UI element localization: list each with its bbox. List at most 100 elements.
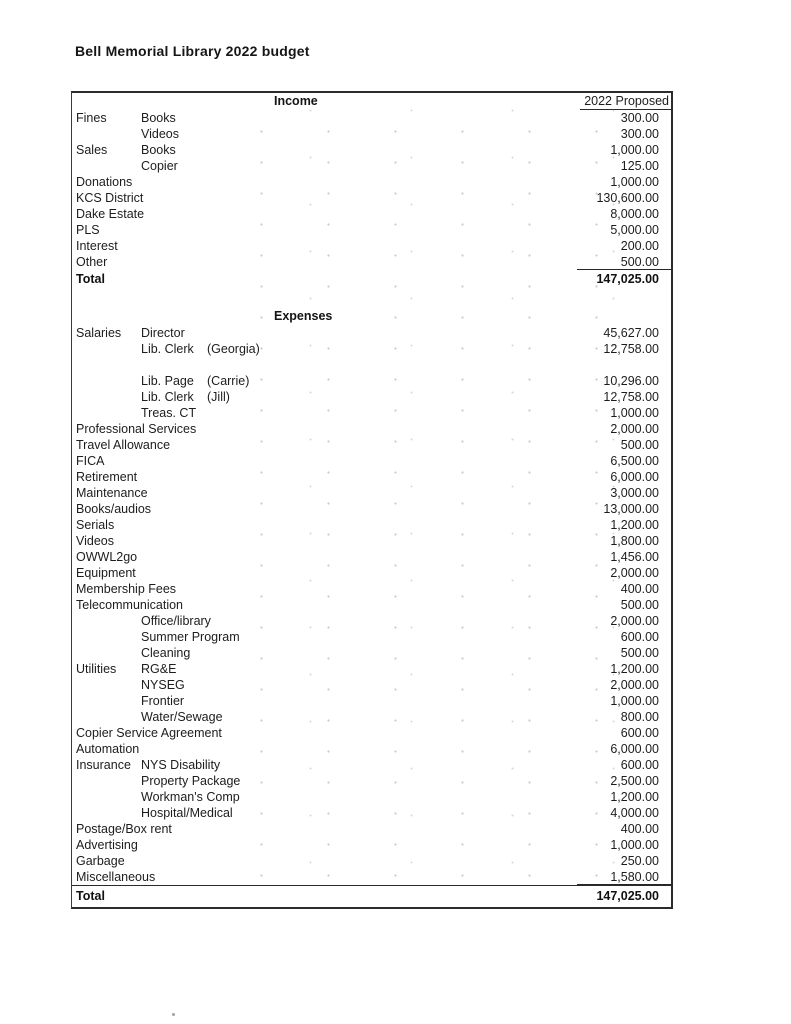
table-row: Utilities RG&E 1,200.00 — [72, 661, 671, 677]
section-gap — [72, 290, 671, 308]
table-row: Insurance NYS Disability 600.00 — [72, 757, 671, 773]
item-cell: Director — [141, 326, 185, 340]
amount-cell: 1,800.00 — [610, 534, 659, 548]
category-cell: Miscellaneous — [76, 870, 156, 884]
table-row: Advertising 1,000.00 — [72, 837, 671, 853]
item-cell: Hospital/Medical — [141, 806, 233, 820]
item-cell — [151, 501, 217, 517]
amount-cell: 125.00 — [620, 159, 659, 173]
detail-cell: (Georgia) — [207, 342, 260, 356]
table-row: Equipment 2,000.00 — [72, 565, 671, 581]
item-cell — [141, 517, 207, 533]
category-cell: Garbage — [76, 854, 125, 868]
amount-cell: 1,000.00 — [610, 838, 659, 852]
item-cell: Books — [141, 111, 176, 125]
item-cell: Summer Program — [141, 630, 240, 644]
item-cell: Cleaning — [141, 646, 191, 660]
category-cell: Maintenance — [76, 486, 148, 500]
income-total-label: Total — [76, 272, 105, 286]
item-cell — [196, 421, 262, 437]
category-cell — [72, 773, 141, 789]
item-cell: Office/library — [141, 614, 211, 628]
income-total-row: Total 147,025.00 — [72, 270, 671, 290]
item-cell — [141, 565, 207, 581]
item-cell: Workman's Comp — [141, 790, 240, 804]
category-cell: Professional Services — [76, 422, 197, 436]
category-cell: Postage/Box rent — [76, 822, 172, 836]
amount-cell: 1,000.00 — [610, 175, 659, 189]
amount-cell: 1,200.00 — [610, 518, 659, 532]
amount-cell: 4,000.00 — [610, 806, 659, 820]
amount-cell: 12,758.00 — [603, 342, 659, 356]
table-row: Postage/Box rent 400.00 — [72, 821, 671, 837]
table-row: Lib. Clerk (Georgia) 12,758.00 — [72, 341, 671, 357]
item-cell — [155, 869, 221, 885]
amount-cell: 600.00 — [620, 630, 659, 644]
table-row: Serials 1,200.00 — [72, 517, 671, 533]
item-cell — [144, 206, 210, 222]
table-row: Workman's Comp 1,200.00 — [72, 789, 671, 805]
amount-cell: 400.00 — [620, 582, 659, 596]
category-cell — [72, 613, 141, 629]
amount-cell: 130,600.00 — [596, 191, 659, 205]
table-row: Property Package 2,500.00 — [72, 773, 671, 789]
amount-cell: 300.00 — [620, 127, 659, 141]
income-header-row: Income 2022 Proposed — [72, 93, 671, 110]
amount-cell: 250.00 — [620, 854, 659, 868]
category-cell — [72, 405, 141, 421]
table-row: Telecommunication 500.00 — [72, 597, 671, 613]
table-row: Copier 125.00 — [72, 158, 671, 174]
category-cell — [72, 389, 141, 405]
category-cell: Retirement — [76, 470, 138, 484]
item-cell: Treas. CT — [141, 406, 197, 420]
item-cell: Videos — [141, 127, 179, 141]
table-row: Sales Books 1,000.00 — [72, 142, 671, 158]
expense-total-row: Total 147,025.00 — [72, 885, 671, 907]
category-cell: Fines — [76, 111, 107, 125]
item-cell: Books — [141, 143, 176, 157]
item-cell — [141, 837, 207, 853]
amount-cell: 500.00 — [620, 598, 659, 612]
income-rows: Fines Books 300.00 Videos 300.00 Sales B… — [72, 110, 671, 270]
item-cell: Lib. Clerk — [141, 390, 194, 404]
category-cell: Insurance — [76, 758, 131, 772]
expense-rows: Salaries Director 45,627.00 Lib. Clerk (… — [72, 325, 671, 885]
category-cell — [72, 629, 141, 645]
table-row: Membership Fees 400.00 — [72, 581, 671, 597]
item-cell — [222, 725, 288, 741]
table-row: Frontier 1,000.00 — [72, 693, 671, 709]
item-cell — [183, 597, 249, 613]
amount-cell: 1,456.00 — [610, 550, 659, 564]
item-cell — [141, 174, 207, 190]
category-cell: Other — [76, 255, 108, 269]
table-row: Videos 300.00 — [72, 126, 671, 142]
table-row: Donations 1,000.00 — [72, 174, 671, 190]
amount-cell: 1,000.00 — [610, 143, 659, 157]
item-cell — [172, 821, 238, 837]
category-cell — [72, 693, 141, 709]
amount-cell: 2,000.00 — [610, 422, 659, 436]
category-cell: Membership Fees — [76, 582, 177, 596]
table-row: Automation 6,000.00 — [72, 741, 671, 757]
amount-cell: 200.00 — [620, 239, 659, 253]
category-cell — [72, 677, 141, 693]
amount-cell: 1,000.00 — [610, 694, 659, 708]
item-cell — [141, 453, 207, 469]
table-row: KCS District 130,600.00 — [72, 190, 671, 206]
table-row: Copier Service Agreement 600.00 — [72, 725, 671, 741]
category-cell: Salaries — [76, 326, 122, 340]
table-row: Fines Books 300.00 — [72, 110, 671, 126]
detail-cell: (Carrie) — [207, 374, 250, 388]
table-row: Salaries Director 45,627.00 — [72, 325, 671, 341]
amount-cell: 1,580.00 — [577, 869, 671, 885]
table-row: PLS 5,000.00 — [72, 222, 671, 238]
item-cell — [141, 549, 207, 565]
table-row: Interest 200.00 — [72, 238, 671, 254]
item-cell — [143, 190, 209, 206]
category-cell: Automation — [76, 742, 140, 756]
category-cell: Books/audios — [76, 502, 152, 516]
item-cell — [141, 469, 207, 485]
table-row: FICA 6,500.00 — [72, 453, 671, 469]
table-row — [72, 357, 671, 373]
category-cell: Advertising — [76, 838, 138, 852]
